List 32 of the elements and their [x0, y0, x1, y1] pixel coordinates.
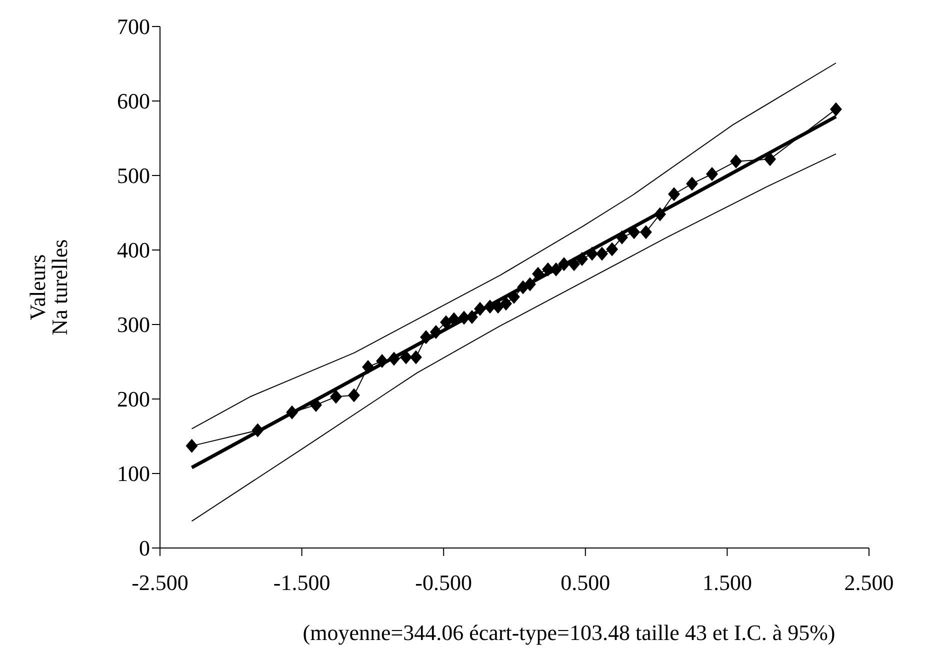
line-series [191, 153, 836, 522]
point [606, 242, 618, 256]
text: (moyenne=344.06 écart-type=103.48 taille 43 et I.C. à 95%) [302, 620, 836, 645]
point [668, 187, 680, 202]
point [730, 154, 742, 168]
point [640, 225, 652, 240]
y-tick-label: 200 [117, 386, 150, 412]
point [410, 350, 422, 364]
x-tick-label: 1.500 [702, 570, 752, 595]
point [186, 438, 198, 453]
point [330, 390, 342, 404]
point [500, 296, 512, 311]
x-tick-label: -0.500 [415, 570, 472, 595]
line-series [191, 62, 836, 430]
x-tick-label: -2.500 [132, 570, 188, 595]
y-tick-label: 400 [117, 238, 150, 263]
y-tick-label: 500 [117, 163, 150, 188]
y-tick-label: 300 [117, 312, 150, 338]
y-tick-label: 100 [117, 461, 150, 486]
point [706, 167, 718, 182]
point [764, 152, 776, 166]
x-tick-label: -1.500 [273, 570, 330, 595]
point [686, 176, 698, 191]
y-tick-label: 700 [117, 14, 150, 40]
point [830, 102, 842, 116]
y-tick-label: 600 [117, 88, 150, 114]
point [348, 388, 360, 402]
x-tick-label: 2.500 [844, 570, 894, 595]
y-axis-title: Valeurs Na turelles [25, 239, 72, 336]
point [596, 246, 608, 261]
y-tick-label: 0 [139, 536, 150, 561]
x-tick-label: 0.500 [560, 570, 610, 595]
